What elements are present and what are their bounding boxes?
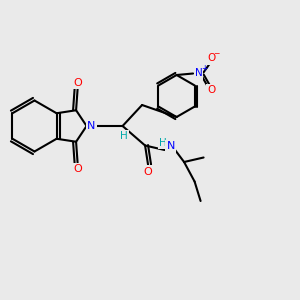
Text: +: + [201,64,208,73]
Text: O: O [73,164,82,174]
Text: O: O [144,167,152,177]
Text: O: O [207,53,215,64]
Text: N: N [195,68,203,79]
Text: N: N [167,141,175,152]
Text: −: − [214,50,220,58]
Text: H: H [159,137,167,148]
Text: N: N [87,121,96,131]
Text: H: H [120,130,128,141]
Text: O: O [73,78,82,88]
Text: O: O [207,85,215,95]
